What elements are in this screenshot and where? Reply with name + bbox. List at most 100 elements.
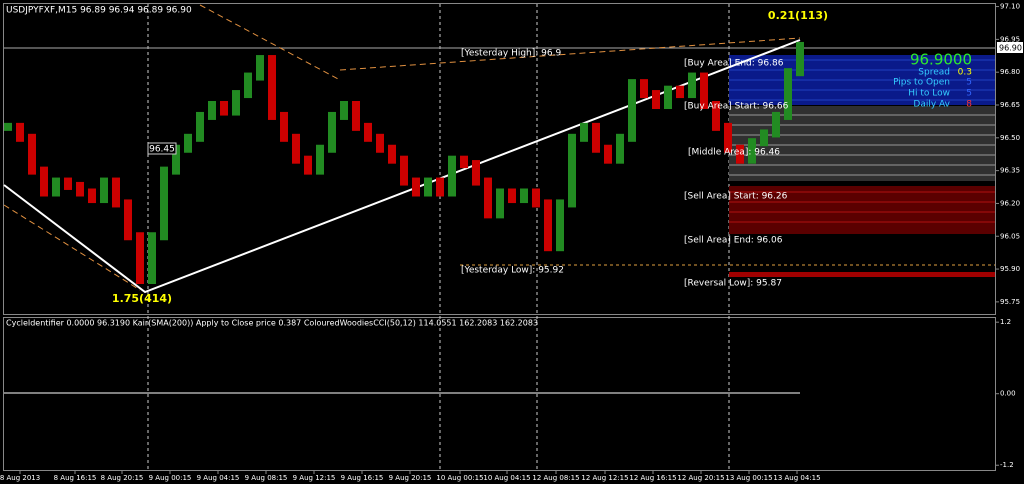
price-bar <box>400 155 408 186</box>
box <box>147 142 177 155</box>
price-bar <box>256 55 264 81</box>
price-bar <box>748 138 756 164</box>
y-tick-label: -1.2 <box>1000 461 1014 469</box>
y-tick-label: 96.50 <box>1000 134 1020 142</box>
price-bar <box>40 166 48 197</box>
price-bar <box>172 144 180 175</box>
y-tick-label: 96.65 <box>1000 101 1020 109</box>
price-bar <box>376 133 384 153</box>
price-bar <box>112 177 120 208</box>
price-bar <box>460 155 468 169</box>
price-bar <box>160 166 168 241</box>
price-big: 96.9000 <box>910 51 972 69</box>
y-tick-label: 97.10 <box>1000 3 1020 11</box>
price-bar <box>220 101 228 116</box>
y-tick-label: 0.00 <box>1000 390 1016 398</box>
price-bar <box>352 101 360 131</box>
price-bar <box>604 144 612 164</box>
price-bar <box>760 129 768 147</box>
price-bar <box>448 155 456 197</box>
level-label: [Buy Area] End: 96.86 <box>684 59 784 69</box>
price-bar <box>592 122 600 153</box>
current-price: 96.90 <box>999 44 1022 53</box>
price-bar <box>532 188 540 208</box>
price-bar <box>688 72 696 99</box>
price-bar <box>316 144 324 175</box>
info-value: 5 <box>966 89 972 99</box>
x-tick-label: 9 Aug 20:15 <box>389 474 432 482</box>
info-value: 5 <box>966 78 972 88</box>
level-label: [Sell Area] End: 96.06 <box>684 236 783 246</box>
price-bar <box>4 122 12 131</box>
x-tick-label: 10 Aug 04:15 <box>483 474 530 482</box>
y-tick-label: 96.80 <box>1000 68 1020 76</box>
price-bar <box>484 177 492 219</box>
info-value: 8 <box>966 100 972 110</box>
price-bar <box>292 133 300 164</box>
price-bar <box>52 177 60 197</box>
x-tick-label: 12 Aug 20:15 <box>677 474 724 482</box>
info-label: Pips to Open <box>893 78 950 88</box>
price-bar <box>640 79 648 99</box>
price-bar <box>184 133 192 153</box>
price-bar <box>496 188 504 219</box>
price-bar <box>136 232 144 284</box>
symbol-header: USDJPYFXF,M15 96.89 96.94 96.89 96.90 <box>6 6 192 16</box>
price-bar <box>472 160 480 186</box>
level-label: [Sell Area] Start: 96.26 <box>684 192 788 202</box>
price-bar <box>280 111 288 142</box>
x-tick-label: 8 Aug 2013 <box>0 474 40 482</box>
y-tick-label: 96.35 <box>1000 167 1020 175</box>
level-label: [Middle Area]: 96.46 <box>688 148 780 158</box>
price-bar <box>76 181 84 197</box>
high-label: 0.21(113) <box>768 9 828 22</box>
y-tick-label: 96.05 <box>1000 232 1020 240</box>
x-tick-label: 9 Aug 08:15 <box>245 474 288 482</box>
price-bar <box>88 188 96 204</box>
x-tick-label: 12 Aug 08:15 <box>532 474 579 482</box>
x-tick-label: 8 Aug 20:15 <box>101 474 144 482</box>
x-tick-label: 9 Aug 16:15 <box>341 474 384 482</box>
price-bar <box>64 177 72 190</box>
price-bar <box>736 144 744 164</box>
x-tick-label: 13 Aug 00:15 <box>725 474 772 482</box>
price-bar <box>100 177 108 204</box>
x-tick-label: 13 Aug 04:15 <box>773 474 820 482</box>
price-bar <box>436 177 444 197</box>
price-bar <box>244 72 252 99</box>
price-bar <box>412 177 420 197</box>
price-bar <box>556 199 564 252</box>
price-bar <box>664 85 672 109</box>
price-bar <box>676 85 684 99</box>
price-bar <box>772 111 780 138</box>
price-bar <box>364 122 372 142</box>
price-bars <box>4 41 804 284</box>
price-bar <box>148 232 156 284</box>
price-bar <box>328 111 336 153</box>
x-tick-label: 9 Aug 04:15 <box>197 474 240 482</box>
info-label: Daily Av <box>913 100 950 110</box>
price-bar <box>724 122 732 153</box>
box-label: 96.45 <box>149 145 175 155</box>
level-label: [Buy Area] Start: 96.66 <box>684 102 789 112</box>
price-bar <box>16 122 24 142</box>
low-label: 1.75(414) <box>112 292 172 305</box>
x-tick-label: 8 Aug 16:15 <box>54 474 97 482</box>
price-bar <box>700 72 708 109</box>
price-bar <box>340 101 348 120</box>
price-bar <box>616 133 624 164</box>
price-bar <box>304 155 312 175</box>
price-bar <box>784 68 792 120</box>
price-bar <box>580 122 588 142</box>
price-bar <box>232 90 240 116</box>
info-label: Hi to Low <box>908 89 950 99</box>
price-bar <box>628 79 636 142</box>
x-tick-label: 12 Aug 12:15 <box>581 474 628 482</box>
price-bar <box>124 199 132 241</box>
y-tick-label: 96.95 <box>1000 35 1020 43</box>
x-tick-label: 10 Aug 00:15 <box>436 474 483 482</box>
price-bar <box>520 188 528 204</box>
x-tick-label: 9 Aug 00:15 <box>149 474 192 482</box>
price-bar <box>424 177 432 197</box>
